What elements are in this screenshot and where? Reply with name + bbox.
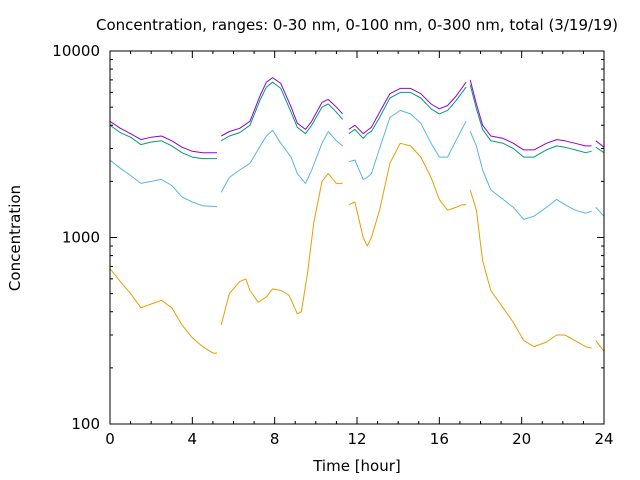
series-layer (109, 77, 605, 354)
x-tick-label: 12 (347, 430, 366, 448)
series-segment (469, 131, 592, 220)
x-tick-label: 8 (270, 430, 280, 448)
series-segment (220, 129, 343, 193)
series-line-3 (109, 81, 605, 160)
y-tick-label: 1000 (62, 229, 100, 247)
series-segment (109, 124, 217, 160)
series-segment (348, 142, 467, 247)
series-segment (595, 146, 605, 154)
y-axis-title: Concentration (6, 185, 24, 291)
series-line-2 (109, 109, 605, 220)
series-segment (109, 268, 217, 354)
series-segment (220, 173, 343, 326)
plot-frame (109, 50, 605, 425)
x-tick-label: 0 (105, 430, 115, 448)
series-segment (595, 207, 605, 217)
y-tick-label: 100 (71, 415, 100, 433)
x-tick-label: 4 (188, 430, 198, 448)
chart-title: Concentration, ranges: 0-30 nm, 0-100 nm… (96, 16, 618, 34)
series-segment (595, 140, 605, 148)
series-segment (220, 81, 343, 142)
series-segment (109, 120, 217, 154)
series-segment (220, 77, 343, 137)
series-segment (469, 79, 592, 151)
series-segment (109, 159, 218, 208)
series-segment (469, 189, 592, 349)
x-tick-label: 24 (594, 430, 613, 448)
axis-layer: 0 4 8 12 16 20 24 100 1000 10000 (52, 42, 613, 448)
series-segment (595, 340, 605, 352)
x-tick-label: 20 (512, 430, 531, 448)
series-line-1 (109, 142, 605, 354)
y-tick-label: 10000 (52, 42, 100, 60)
series-segment (469, 84, 592, 158)
x-axis-title: Time [hour] (312, 457, 401, 475)
series-segment (348, 81, 467, 135)
series-segment (348, 109, 467, 180)
series-segment (348, 86, 467, 139)
series-line-4 (109, 77, 605, 154)
x-tick-label: 16 (430, 430, 449, 448)
